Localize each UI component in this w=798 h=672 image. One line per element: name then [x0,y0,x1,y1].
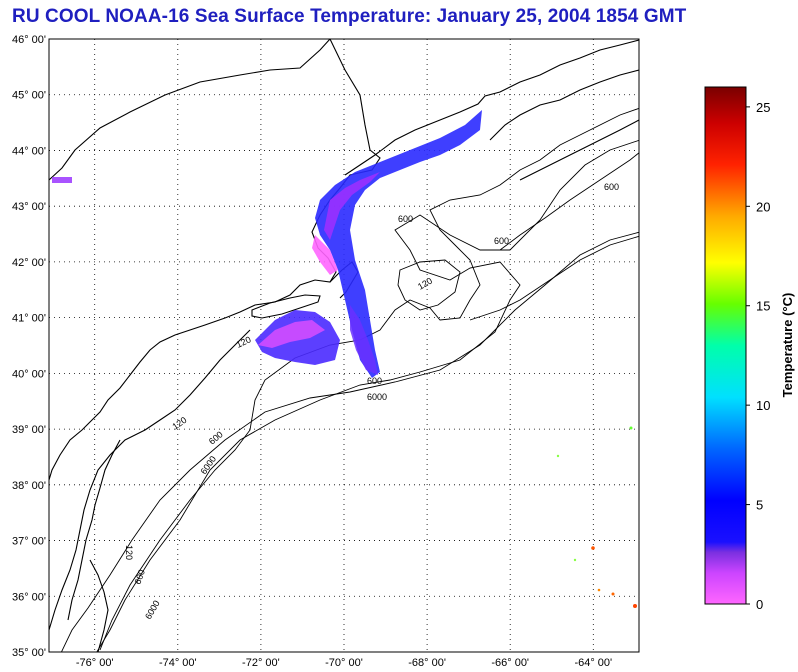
colorbar-bar [704,86,747,605]
sst-observations [52,110,637,608]
colorbar-tick-label: 25 [756,100,770,115]
coastline-long-island [251,294,321,319]
longitude-label: -72° 00' [242,657,280,669]
latitude-label: 41° 00' [12,313,46,325]
contour-600-georges [499,152,639,251]
longitude-label: -76° 00' [76,657,114,669]
colorbar-tick-label: 0 [756,597,763,612]
latitude-labels: 46° 00' 45° 00' 44° 00' 43° 00' 42° 00' 41° 0… [12,34,46,659]
latitude-label: 44° 00' [12,145,46,157]
latitude-label: 42° 00' [12,257,46,269]
sst-point-warm-1 [591,546,595,550]
colorbar-tick-label: 20 [756,199,770,214]
contour-label: 600 [367,376,382,386]
map-title: RU COOL NOAA-16 Sea Surface Temperature:… [12,6,687,27]
sst-point-green-2 [556,454,560,458]
sst-patch-lake [52,177,72,183]
sst-point-warm-2 [611,592,615,596]
sst-point-warm-4 [597,588,601,592]
coastline-nj-delmarva [49,329,251,631]
colorbar-tick-label: 15 [756,299,770,314]
contour-label: 120 [124,545,134,560]
sst-point-green-3 [573,558,577,562]
contour-600 [96,139,639,652]
longitude-labels: -76° 00' -74° 00' -72° 00' -70° 00' -68° 00'… [76,657,612,669]
latitude-label: 36° 00' [12,591,46,603]
sst-patch-nantucket-shoals [350,305,378,375]
latitude-label: 45° 00' [12,90,46,102]
contour-600-banks [397,259,461,311]
coastline-nc [89,559,109,652]
longitude-label: -66° 00' [491,657,529,669]
coastline-nova-scotia [489,69,639,181]
latitude-label: 35° 00' [12,647,46,659]
sst-point-green-1 [629,426,633,430]
map-frame [48,38,640,653]
sst-patch-sound [258,320,325,348]
latitude-label: 43° 00' [12,201,46,213]
sst-point-warm-3 [633,604,637,608]
coastline-maine [344,39,639,176]
latitude-label: 39° 00' [12,424,46,436]
contour-6000 [60,231,639,652]
colorbar-tick-label: 10 [756,398,770,413]
colorbar-tick-label: 5 [756,498,763,513]
contour-120-shelf [99,107,639,651]
contour-label: 600 [398,214,413,224]
latitude-label: 40° 00' [12,368,46,380]
coastline [49,39,639,652]
contour-label: 6000 [367,392,387,402]
longitude-label: -68° 00' [408,657,446,669]
longitude-label: -74° 00' [159,657,197,669]
contour-label: 600 [604,182,619,192]
longitude-label: -64° 00' [574,657,612,669]
bathymetry-contours [60,107,639,652]
colorbar-ticks: 0 5 10 15 20 25 [746,100,770,612]
latitude-label: 38° 00' [12,480,46,492]
colorbar: 0 5 10 15 20 25 Temperature (°C) [704,86,795,612]
sst-patch-coastal-ma [312,235,338,275]
colorbar-label: Temperature (°C) [780,293,795,398]
contour-label: 600 [132,568,147,586]
sst-patch-gulf-of-maine-cool [324,172,380,240]
coastline-chesapeake [67,439,121,621]
latitude-label: 46° 00' [12,34,46,46]
sst-patch-gulf-of-maine [315,110,482,378]
contour-6000-east [469,235,639,321]
longitude-label: -70° 00' [325,657,363,669]
latitude-label: 37° 00' [12,536,46,548]
contour-label: 600 [494,236,509,246]
